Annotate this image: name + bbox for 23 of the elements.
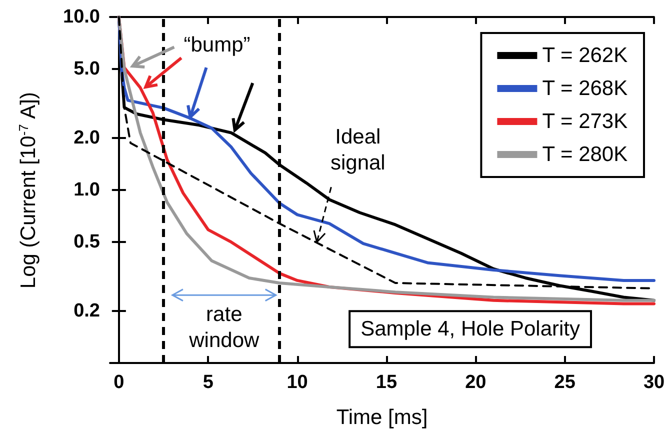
x-axis-title: Time [ms] [336, 406, 428, 429]
legend-label: T = 268K [542, 77, 628, 100]
annotation: rate window [188, 303, 260, 352]
legend-label: T = 273K [542, 110, 628, 133]
annotation: Sample 4, Hole Polarity [360, 318, 581, 341]
x-tick-label: 15 [376, 372, 398, 393]
y-tick-label: 2.0 [74, 127, 100, 148]
x-tick-label: 0 [114, 372, 124, 393]
x-tick-label: 30 [643, 372, 665, 393]
y-tick-label: 0.5 [74, 232, 100, 253]
annotation: “bump” [184, 33, 250, 56]
x-tick-label: 25 [554, 372, 576, 393]
legend-label: T = 262K [542, 44, 628, 67]
x-tick-label: 5 [202, 372, 214, 393]
legend-label: T = 280K [542, 143, 628, 166]
y-tick-label: 1.0 [74, 180, 100, 200]
y-tick-label: 10.0 [63, 6, 100, 28]
x-tick-label: 10 [286, 372, 308, 393]
y-tick-label: 0.2 [74, 300, 100, 322]
y-tick-label: 5.0 [74, 58, 100, 80]
x-tick-label: 20 [465, 372, 486, 393]
y-axis-title: Log (Current [10-7 A]) [16, 92, 40, 289]
annotation: Ideal signal [330, 126, 386, 175]
